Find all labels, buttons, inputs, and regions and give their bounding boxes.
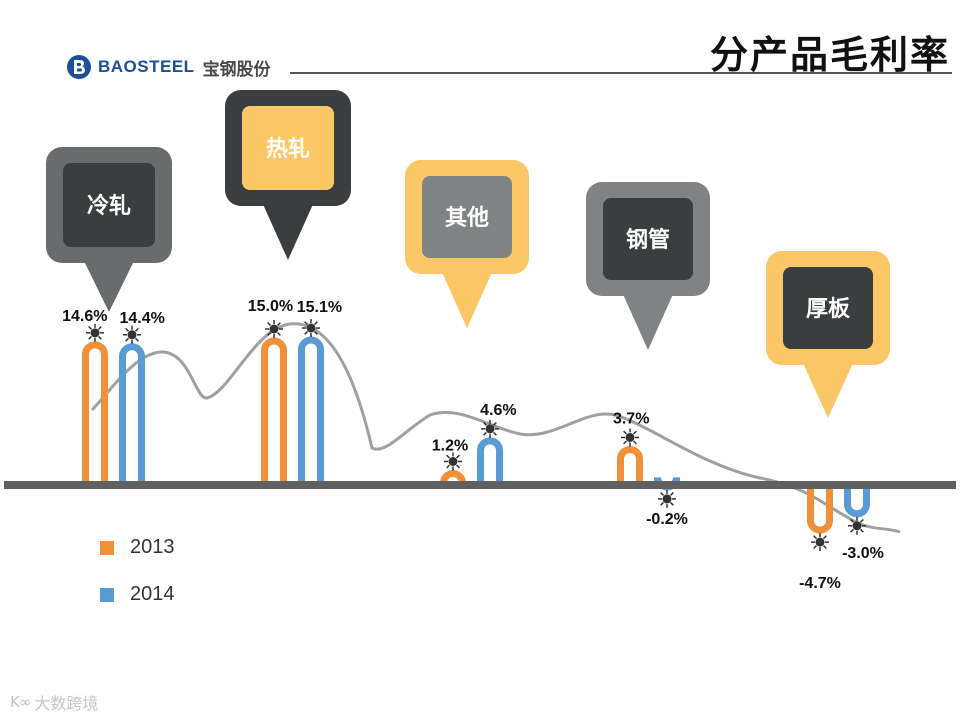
callout-label: 钢管 — [626, 227, 670, 253]
bar-2013-4 — [617, 446, 643, 485]
company-logo: BAOSTEEL 宝钢股份 — [66, 50, 271, 84]
marker-icon — [444, 452, 462, 471]
callout-2: 热轧 — [225, 90, 351, 260]
value-label-2013-1: 14.6% — [62, 308, 107, 325]
legend-item-2013: 2013 — [100, 536, 175, 559]
callout-inner-box — [422, 176, 512, 258]
callout-pointer — [83, 259, 135, 312]
marker-icon — [848, 516, 866, 535]
value-label-2014-3: 4.6% — [480, 402, 516, 419]
trend-layer — [90, 322, 901, 534]
header-divider — [290, 72, 952, 74]
logo-chinese-text: 宝钢股份 — [202, 59, 271, 80]
callout-label: 其他 — [445, 206, 489, 231]
value-label-2013-4: 3.7% — [613, 410, 649, 427]
callout-pointer — [441, 270, 493, 328]
value-label-2014-1: 14.4% — [120, 310, 165, 327]
callout-inner-box — [783, 267, 873, 349]
value-label-2014-4: -0.2% — [646, 511, 688, 528]
bar-2013-2 — [261, 337, 287, 485]
watermark-text: 大数跨境 — [34, 694, 99, 713]
watermark-logo-icon: K∞ — [10, 693, 31, 711]
value-label-2013-3: 1.2% — [432, 437, 468, 454]
callout-inner-box — [63, 163, 155, 247]
bar-2013-1 — [82, 341, 108, 485]
callout-4: 钢管 — [586, 182, 710, 350]
marker-icon — [811, 533, 829, 552]
bar-2013-5 — [807, 485, 833, 534]
value-label-2013-2: 15.0% — [248, 298, 293, 315]
page-title: 分产品毛利率 — [709, 33, 950, 77]
callout-1: 冷轧 — [46, 147, 172, 312]
marker-icon — [123, 325, 141, 344]
bars-layer — [82, 336, 870, 534]
logo-english-text: BAOSTEEL — [98, 57, 195, 76]
bar-2014-3 — [477, 437, 503, 485]
value-label-2014-2: 15.1% — [297, 299, 342, 316]
value-label-2014-5: -3.0% — [842, 545, 884, 562]
bar-2014-1 — [119, 343, 145, 485]
callout-label: 冷轧 — [87, 193, 131, 219]
marker-icon — [481, 419, 499, 438]
value-label-2013-5: -4.7% — [799, 575, 841, 592]
legend-label-2014: 2014 — [130, 583, 175, 605]
baosteel-logo-icon — [67, 55, 91, 79]
callout-pointer — [802, 361, 854, 418]
marker-icon — [265, 320, 283, 338]
zero-baseline — [4, 481, 956, 489]
callout-pointer — [622, 292, 674, 350]
marker-icon — [658, 489, 676, 508]
watermark: K∞ 大数跨境 — [10, 690, 98, 714]
callout-label: 厚板 — [806, 297, 851, 322]
bar-2014-2 — [298, 336, 324, 485]
legend-label-2013: 2013 — [130, 536, 175, 558]
callout-3: 其他 — [405, 160, 529, 328]
legend-swatch-2014 — [100, 587, 114, 602]
callout-label: 热轧 — [266, 136, 310, 162]
callout-pointer — [262, 202, 314, 260]
callout-inner-box — [242, 106, 334, 190]
marker-icon — [302, 319, 320, 338]
trend-line — [90, 322, 901, 534]
callout-5: 厚板 — [766, 251, 890, 418]
legend-swatch-2013 — [100, 540, 114, 555]
bar-2014-5 — [844, 485, 870, 518]
marker-icon — [621, 428, 639, 447]
labels-layer: 14.6% 15.0% 1.2% 3.7% -4.7% 14.4% 15.1% 4.6% -0.… — [62, 298, 884, 592]
callout-inner-box — [603, 198, 693, 280]
legend-item-2014: 2014 — [100, 583, 175, 606]
marker-icon — [86, 323, 104, 342]
